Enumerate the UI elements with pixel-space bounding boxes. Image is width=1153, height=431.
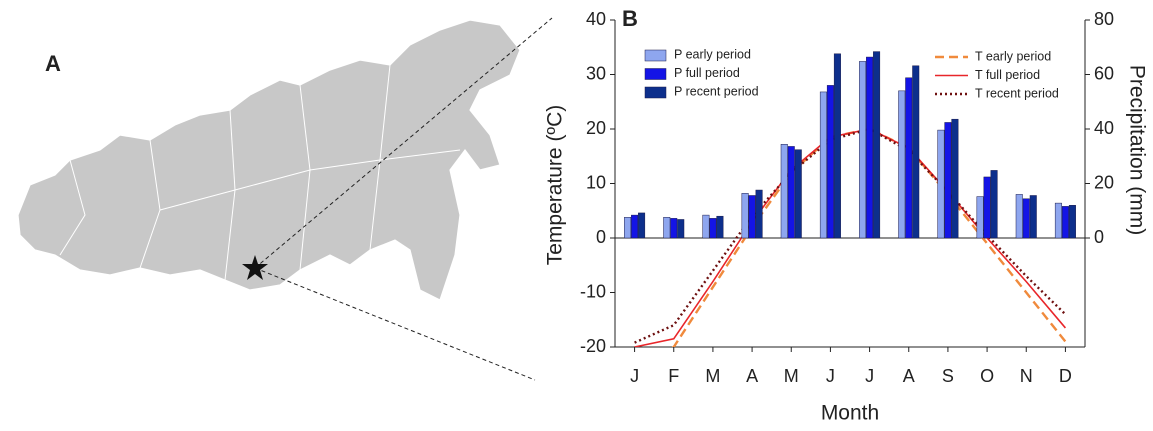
y2-axis-title: Precipitation (mm) bbox=[1125, 65, 1148, 235]
bar bbox=[944, 122, 952, 239]
bar bbox=[624, 217, 632, 239]
bar bbox=[709, 218, 717, 239]
bar bbox=[670, 218, 678, 239]
bar bbox=[1061, 206, 1069, 239]
x-tick-label: J bbox=[826, 366, 835, 386]
x-tick-label: A bbox=[903, 366, 915, 386]
bar bbox=[866, 56, 874, 239]
bar bbox=[638, 212, 646, 239]
legend-label: T early period bbox=[975, 49, 1051, 63]
site-star bbox=[242, 255, 268, 280]
zoom-line bbox=[254, 267, 536, 381]
y2-tick-label: 0 bbox=[1094, 227, 1104, 247]
y-axis-title: Temperature (ºC) bbox=[544, 105, 567, 266]
y-tick-label: 30 bbox=[586, 63, 606, 83]
zoom-line bbox=[254, 17, 553, 269]
bar bbox=[819, 91, 827, 239]
bar bbox=[873, 51, 881, 239]
bar bbox=[898, 90, 906, 239]
y-tick-label: 40 bbox=[586, 9, 606, 29]
bar bbox=[1068, 205, 1076, 239]
bar bbox=[741, 193, 749, 239]
y-tick-label: -20 bbox=[580, 336, 606, 356]
legend-label: T full period bbox=[975, 68, 1040, 82]
legend-swatch bbox=[644, 86, 667, 99]
x-tick-label: F bbox=[668, 366, 679, 386]
bar bbox=[794, 149, 802, 239]
bar bbox=[859, 61, 867, 239]
line-layer bbox=[634, 127, 1067, 347]
x-tick-label: N bbox=[1020, 366, 1033, 386]
bar bbox=[912, 65, 920, 239]
x-tick-label: J bbox=[865, 366, 874, 386]
map-panel: A bbox=[17, 17, 553, 381]
bar bbox=[1022, 198, 1030, 239]
legend-label: T recent period bbox=[975, 86, 1059, 100]
bar bbox=[677, 219, 685, 239]
legend-swatch bbox=[644, 49, 667, 62]
bar bbox=[826, 85, 834, 239]
bar bbox=[1015, 194, 1023, 239]
bar bbox=[1054, 202, 1062, 239]
panel-label: B bbox=[622, 6, 638, 31]
temperature-line bbox=[634, 127, 1067, 344]
legend-label: P recent period bbox=[674, 84, 759, 98]
x-tick-label: A bbox=[746, 366, 758, 386]
region-borders bbox=[59, 64, 461, 281]
russia-map bbox=[17, 19, 521, 301]
legend-label: P full period bbox=[674, 66, 740, 80]
bar bbox=[990, 170, 998, 239]
bar bbox=[755, 189, 763, 239]
x-tick-label: M bbox=[784, 366, 799, 386]
bar bbox=[833, 53, 841, 239]
temperature-line bbox=[634, 128, 1067, 347]
bar bbox=[983, 176, 991, 239]
bar bbox=[937, 129, 945, 239]
bar bbox=[905, 77, 913, 239]
bar bbox=[748, 195, 756, 239]
y2-tick-label: 60 bbox=[1094, 63, 1114, 83]
x-tick-label: D bbox=[1059, 366, 1072, 386]
y2-tick-label: 80 bbox=[1094, 9, 1114, 29]
bar bbox=[1029, 195, 1037, 239]
bar bbox=[787, 146, 795, 239]
x-tick-label: S bbox=[942, 366, 954, 386]
x-tick-label: J bbox=[630, 366, 639, 386]
legend-swatch bbox=[644, 68, 667, 80]
temperature-line bbox=[671, 127, 1067, 347]
bar bbox=[976, 196, 984, 239]
y-tick-label: 10 bbox=[586, 172, 606, 192]
bar bbox=[951, 118, 959, 239]
legend-label: P early period bbox=[674, 47, 751, 61]
x-axis-title: Month bbox=[821, 402, 879, 425]
y-tick-label: 20 bbox=[586, 118, 606, 138]
y-tick-label: 0 bbox=[596, 227, 606, 247]
y-tick-label: -10 bbox=[580, 281, 606, 301]
bar bbox=[702, 214, 710, 239]
y2-tick-label: 40 bbox=[1094, 118, 1114, 138]
bar bbox=[780, 144, 788, 239]
x-tick-label: O bbox=[980, 366, 994, 386]
bar bbox=[663, 217, 671, 239]
y2-tick-label: 20 bbox=[1094, 172, 1114, 192]
x-tick-label: M bbox=[705, 366, 720, 386]
panel-label: A bbox=[45, 51, 61, 76]
bar bbox=[716, 215, 724, 239]
bar bbox=[631, 214, 639, 239]
